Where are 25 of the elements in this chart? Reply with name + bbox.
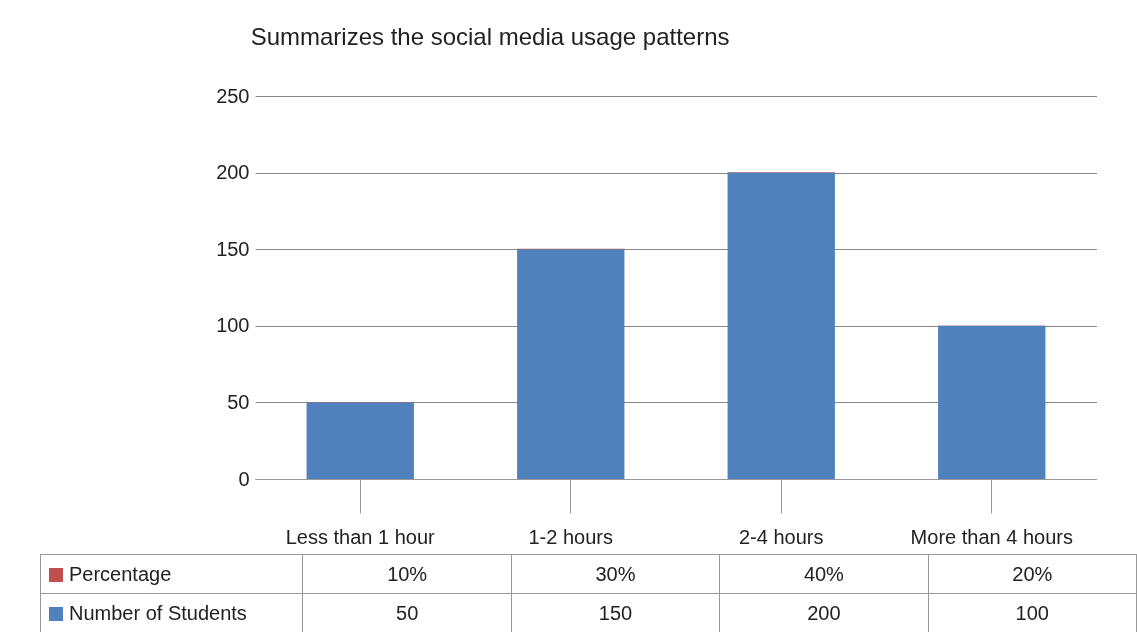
x-tick-label: 2-4 hours <box>739 525 824 548</box>
y-tick-label: 50 <box>227 390 250 413</box>
legend-label: Percentage <box>40 554 303 594</box>
data-label: 30% <box>511 554 720 594</box>
data-label: 50 <box>302 593 512 632</box>
data-label: 40% <box>719 554 929 594</box>
chart-title: Summarizes the social media usage patterns <box>250 23 730 50</box>
bar <box>306 402 414 479</box>
data-label: 150 <box>511 593 720 632</box>
y-tick-label: 200 <box>216 161 250 184</box>
y-tick-label: 250 <box>216 84 250 107</box>
bar <box>727 172 835 479</box>
x-tick-label: More than 4 hours <box>910 525 1073 548</box>
y-tick-label: 0 <box>238 467 250 490</box>
data-label: 200 <box>719 593 929 632</box>
data-label: 100 <box>928 593 1137 632</box>
data-label: 20% <box>928 554 1137 594</box>
bar <box>938 325 1046 479</box>
y-tick-label: 150 <box>216 237 250 260</box>
x-tick-label: Less than 1 hour <box>285 525 436 548</box>
legend-label: Number of Students <box>40 593 303 632</box>
data-label: 10% <box>302 554 512 594</box>
y-tick-label: 100 <box>216 314 250 337</box>
x-tick-label: 1-2 hours <box>528 525 613 548</box>
bar <box>517 249 625 479</box>
